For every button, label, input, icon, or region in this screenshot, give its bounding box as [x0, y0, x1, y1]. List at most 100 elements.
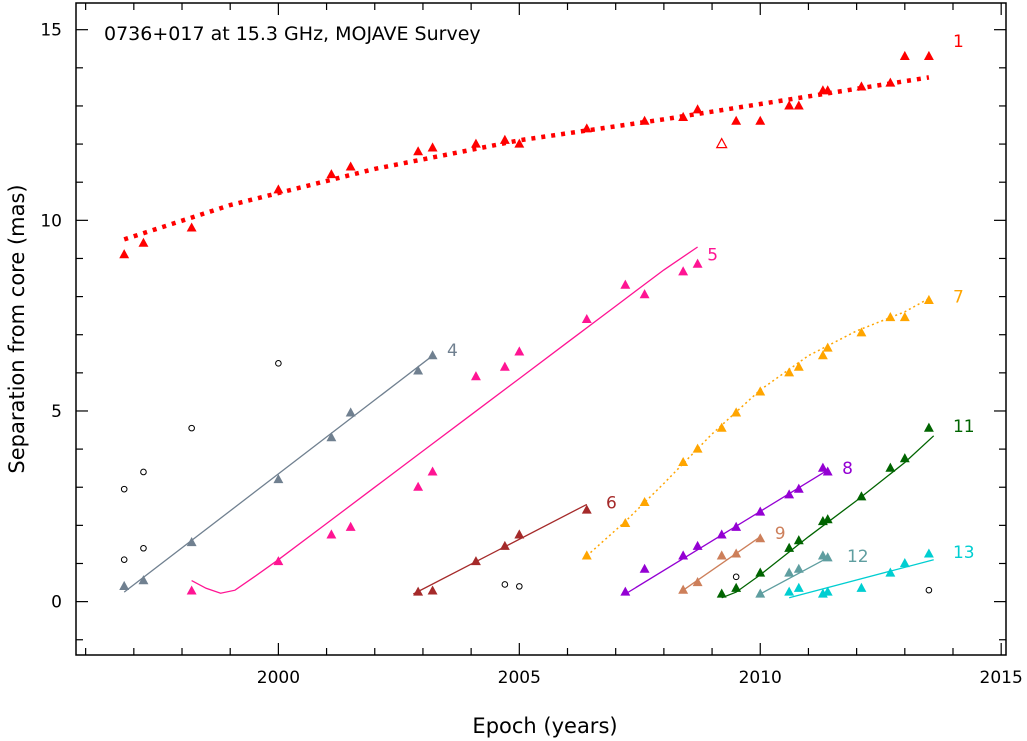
- component-label-5: 5: [707, 246, 718, 266]
- data-point-7: [716, 422, 727, 432]
- data-point-8: [678, 550, 689, 560]
- data-point-7: [817, 350, 828, 360]
- data-point-12: [755, 588, 766, 598]
- data-point-8: [822, 466, 833, 476]
- data-point-8: [817, 462, 828, 472]
- component-label-7: 7: [953, 288, 964, 308]
- data-point-8: [620, 586, 631, 596]
- data-point-4: [186, 537, 197, 547]
- open-circle-point: [516, 583, 523, 590]
- data-point-13: [923, 548, 934, 558]
- data-point-11: [856, 491, 867, 501]
- data-point-1: [514, 138, 525, 148]
- data-point-1: [470, 138, 481, 148]
- chart-marks: 1 4 5 6 7 8 9 11 12 13: [119, 32, 975, 599]
- fit-line-12: [759, 557, 829, 595]
- data-point-1: [119, 249, 130, 259]
- data-point-4: [119, 580, 130, 590]
- data-point-13: [856, 582, 867, 592]
- x-tick-label: 2005: [498, 668, 541, 688]
- fit-line-8: [624, 469, 829, 595]
- data-point-6: [581, 504, 592, 514]
- y-tick-label: 5: [51, 402, 62, 422]
- data-point-7: [731, 407, 742, 417]
- data-point-7: [923, 294, 934, 304]
- component-label-13: 13: [953, 543, 975, 563]
- x-tick-label: 2000: [257, 668, 300, 688]
- data-point-7: [784, 367, 795, 377]
- data-point-1: [856, 81, 867, 91]
- data-point-1: [885, 77, 896, 87]
- data-point-6: [470, 556, 481, 566]
- chart-title: 0736+017 at 15.3 GHz, MOJAVE Survey: [104, 23, 481, 45]
- open-circle-point: [501, 581, 509, 588]
- fit-line-11: [721, 435, 935, 599]
- data-point-1: [755, 115, 766, 125]
- data-point-13: [822, 586, 833, 596]
- fit-line-13: [789, 559, 934, 599]
- data-point-5: [514, 346, 525, 356]
- y-tick-label: 15: [40, 21, 62, 41]
- data-point-5: [273, 556, 284, 566]
- open-circle-point: [120, 485, 128, 493]
- data-point-1: [413, 146, 424, 156]
- data-point-1: [793, 100, 804, 110]
- data-point-13: [899, 557, 910, 568]
- component-label-9: 9: [775, 524, 786, 544]
- data-point-1: [639, 115, 650, 125]
- data-point-1: [326, 169, 337, 179]
- open-circle-point: [925, 586, 933, 594]
- data-point-5: [470, 371, 481, 381]
- data-point-9: [755, 533, 766, 543]
- data-point-11: [731, 582, 742, 592]
- data-point-6: [514, 529, 525, 539]
- data-point-9: [692, 577, 703, 587]
- data-point-1: [822, 85, 833, 95]
- data-point-5: [345, 521, 356, 531]
- data-point-1: [678, 111, 689, 121]
- data-point-11: [822, 514, 833, 524]
- data-point-11: [716, 588, 727, 598]
- open-circle-point: [140, 544, 147, 552]
- fit-line-6: [413, 503, 588, 595]
- data-point-4: [345, 407, 356, 417]
- data-point-6: [413, 586, 424, 596]
- data-point-11: [793, 535, 804, 545]
- component-label-11: 11: [953, 417, 975, 437]
- data-point-5: [620, 279, 631, 289]
- data-point-5: [427, 466, 438, 476]
- component-label-1: 1: [953, 32, 964, 52]
- y-tick-label: 0: [51, 593, 62, 613]
- data-point-1: [273, 184, 284, 194]
- y-tick-label: 10: [40, 211, 62, 231]
- data-point-12: [793, 563, 804, 573]
- data-point-5: [639, 289, 650, 299]
- open-circle-point: [120, 556, 128, 563]
- data-point-1: [138, 237, 149, 247]
- data-point-1: [923, 50, 934, 60]
- data-point-5: [413, 481, 424, 491]
- data-point-4: [273, 474, 284, 484]
- data-point-7: [755, 386, 766, 396]
- data-point-8: [716, 529, 727, 539]
- data-point-1: [581, 123, 592, 133]
- data-point-7: [620, 517, 631, 528]
- data-point-8: [731, 521, 742, 531]
- fit-line-7: [586, 297, 930, 557]
- open-circle-point: [188, 424, 195, 432]
- data-point-4: [326, 432, 337, 442]
- data-point-9: [678, 584, 689, 594]
- data-point-6: [427, 585, 438, 595]
- fit-line-5: [191, 246, 698, 594]
- data-point-9: [731, 548, 742, 558]
- x-tick-label: 2010: [739, 668, 782, 688]
- data-point-4: [427, 350, 438, 360]
- fit-line-1: [123, 75, 930, 242]
- data-point-1: [784, 100, 795, 110]
- open-circle-point: [732, 573, 740, 581]
- data-point-7: [885, 312, 896, 322]
- data-point-6: [499, 540, 510, 550]
- data-point-7: [678, 456, 689, 467]
- open-point-1: [715, 137, 728, 149]
- data-point-12: [784, 567, 795, 577]
